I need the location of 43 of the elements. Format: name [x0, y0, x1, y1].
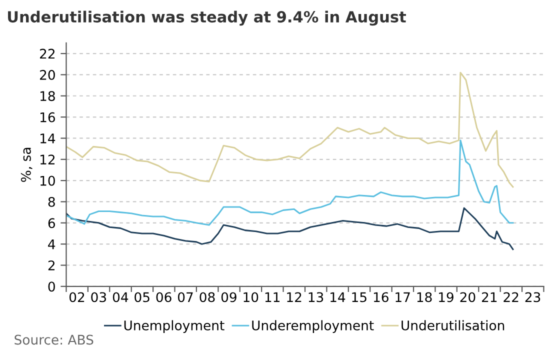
line-series — [66, 72, 514, 188]
line-series — [66, 207, 514, 250]
y-tick-label: 16 — [40, 112, 55, 122]
x-tick-label: 02 — [69, 292, 84, 302]
source-note: Source: ABS — [14, 334, 94, 345]
x-tick-label: 11 — [265, 292, 280, 302]
y-tick-label: 10 — [40, 176, 55, 186]
x-tick-label: 09 — [221, 292, 236, 302]
legend-label: Underutilisation — [402, 320, 504, 330]
x-tick-label: 08 — [200, 292, 215, 302]
y-tick-label: 4 — [48, 239, 56, 250]
y-tick-label: 0 — [48, 282, 55, 292]
y-tick-label: 2 — [48, 260, 54, 270]
x-tick-label: 19 — [439, 292, 454, 302]
x-tick-label: 06 — [156, 292, 172, 302]
x-tick-label: 14 — [330, 292, 346, 302]
y-axis-title: %, sa — [20, 148, 32, 182]
legend-label: Underemployment — [252, 320, 374, 333]
y-tick-label: 8 — [48, 196, 55, 207]
x-tick-label: 21 — [482, 292, 497, 302]
y-tick-label: 12 — [40, 154, 54, 164]
x-tick-label: 23 — [525, 292, 540, 302]
y-tick-label: 20 — [40, 70, 55, 80]
x-tick-label: 13 — [308, 292, 324, 302]
x-tick-label: 10 — [244, 292, 258, 302]
y-tick-label: 18 — [40, 91, 55, 102]
x-tick-label: 12 — [287, 292, 302, 302]
x-tick-label: 20 — [460, 292, 476, 302]
x-tick-label: 05 — [134, 292, 150, 302]
y-tick-label: 22 — [40, 48, 54, 59]
x-tick-label: 04 — [112, 292, 128, 302]
x-tick-label: 16 — [374, 292, 388, 302]
y-tick-label: 6 — [48, 218, 55, 228]
x-tick-label: 07 — [178, 292, 193, 302]
chart-title: Underutilisation was steady at 9.4% in August — [8, 10, 406, 26]
x-tick-label: 17 — [396, 292, 410, 302]
x-tick-label: 18 — [417, 292, 432, 302]
line-series — [66, 140, 514, 226]
x-tick-label: 03 — [91, 292, 106, 302]
x-tick-label: 15 — [352, 292, 366, 302]
x-tick-label: 22 — [504, 292, 518, 302]
legend-label: Unemployment — [124, 320, 224, 333]
y-tick-label: 14 — [40, 134, 56, 144]
